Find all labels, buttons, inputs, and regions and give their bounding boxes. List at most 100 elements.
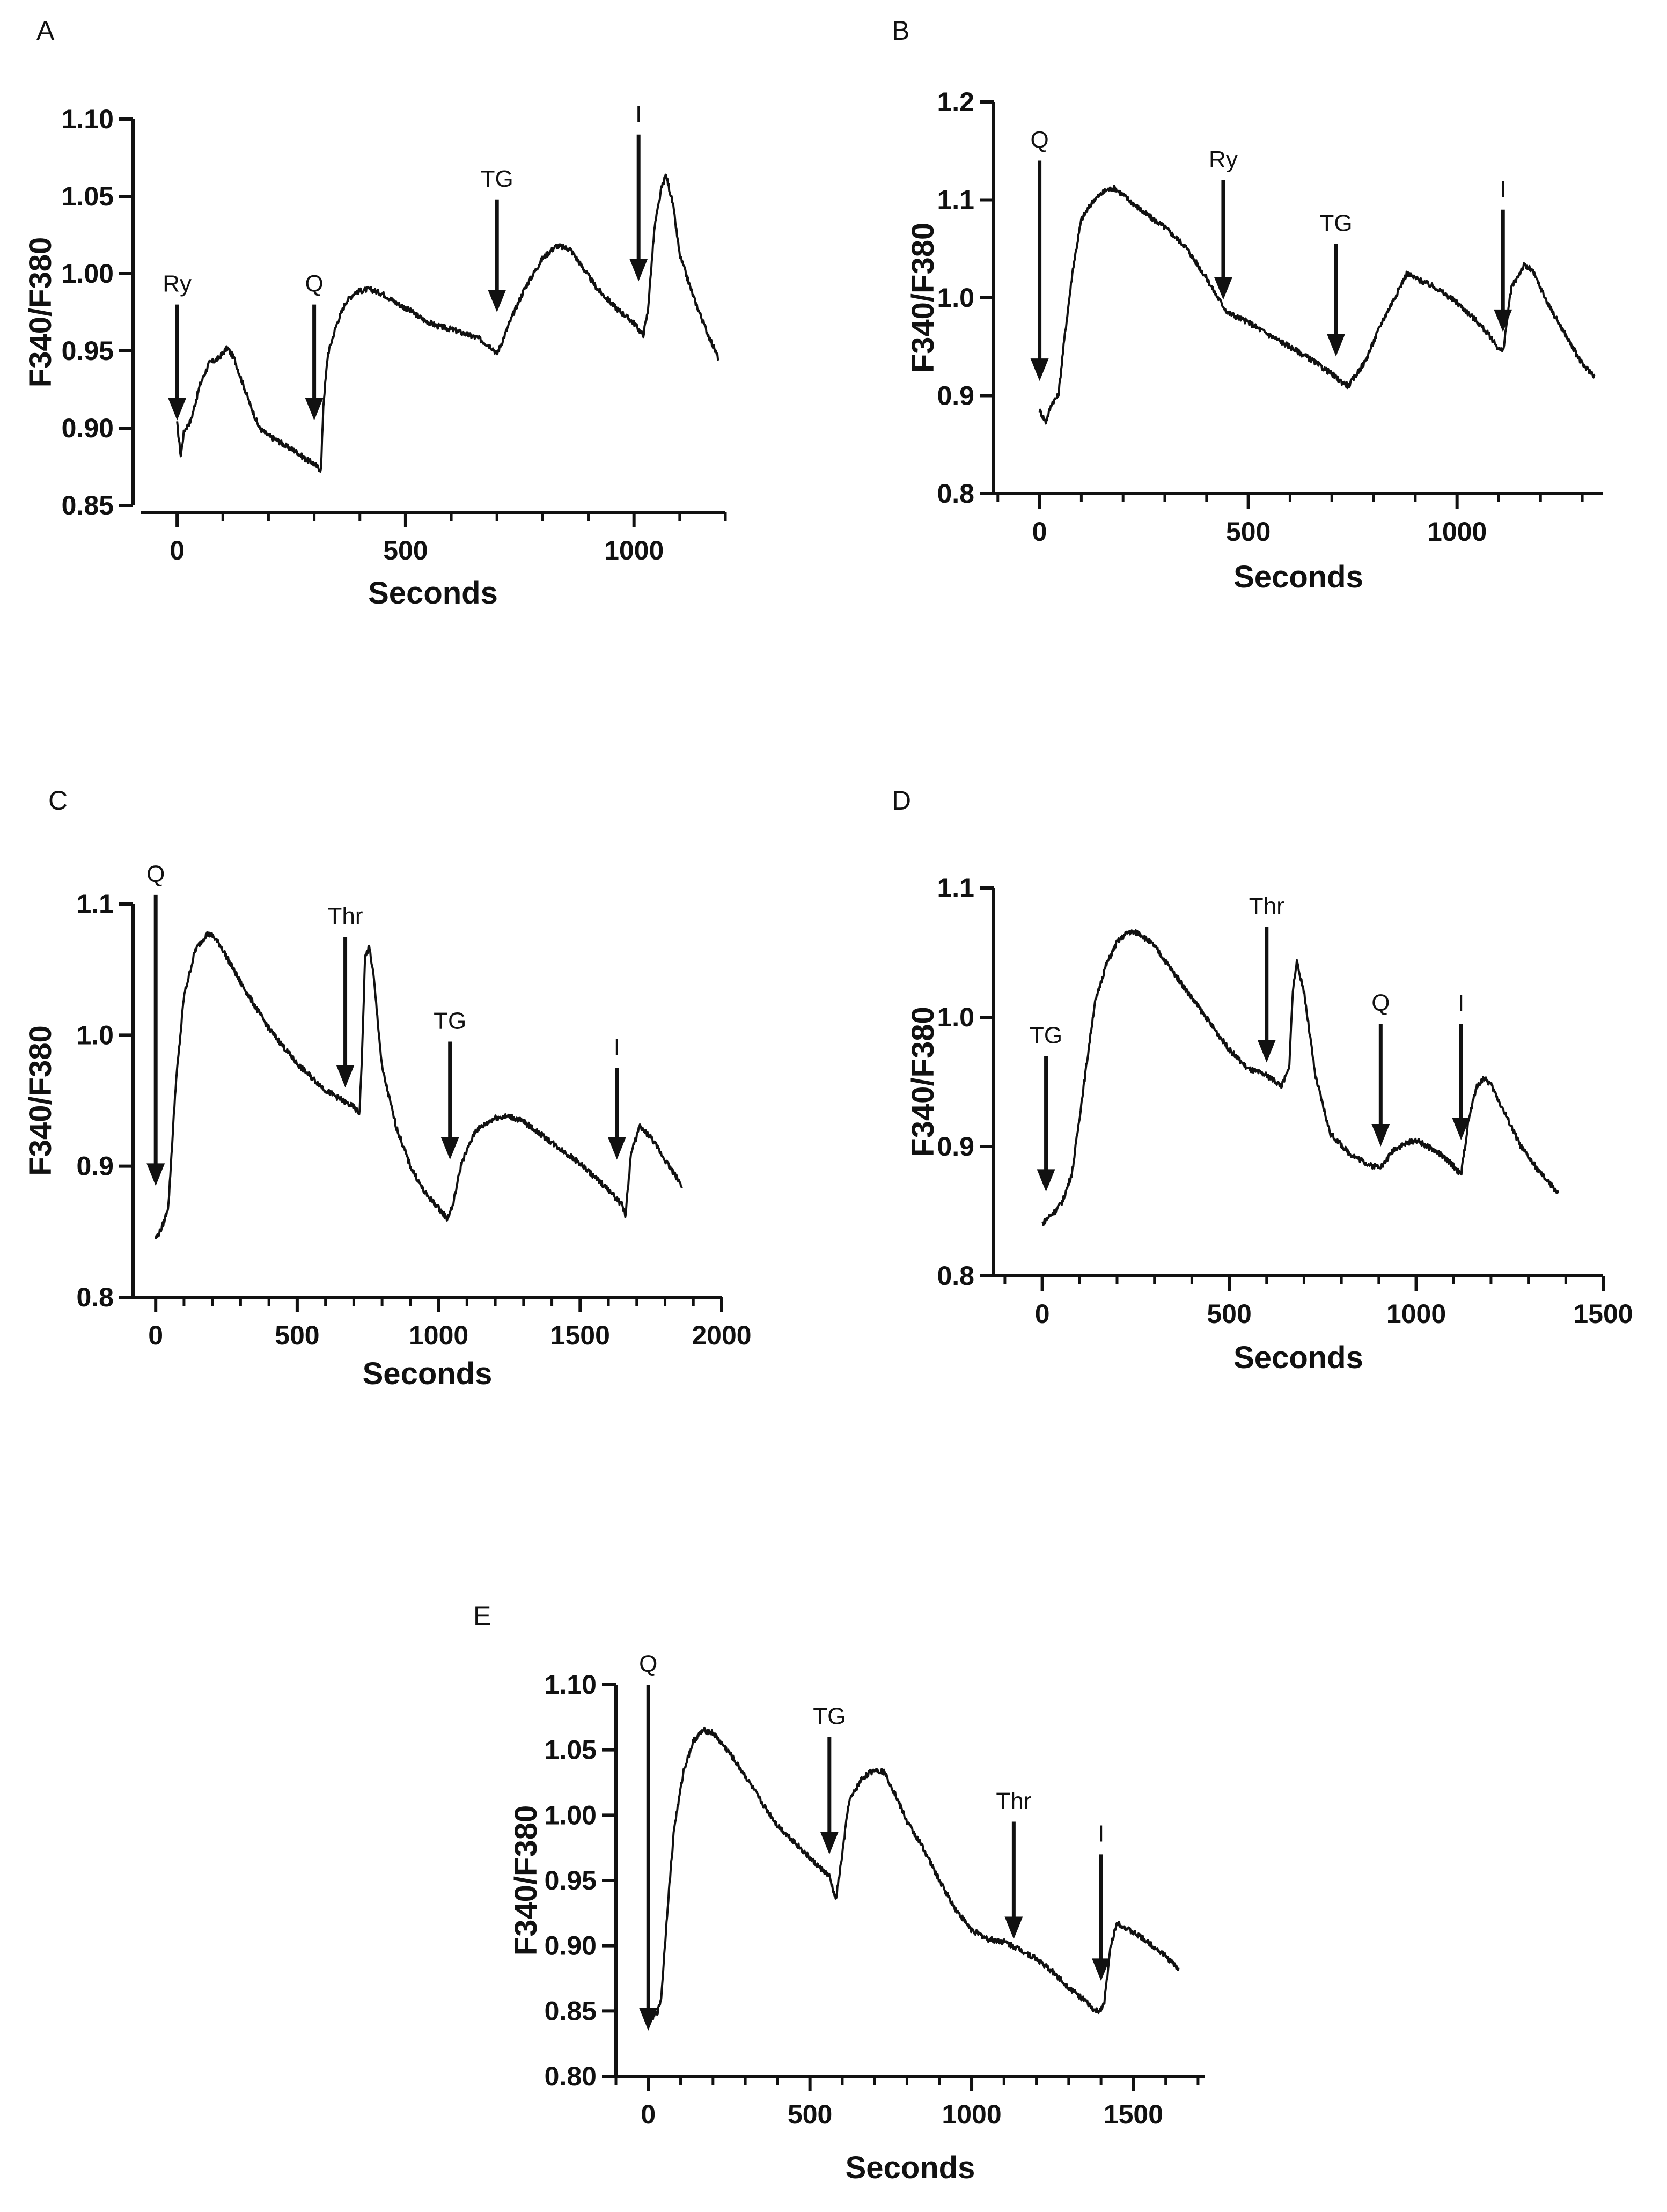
y-tick-label: 0.8 (76, 1282, 114, 1312)
x-tick-label: 500 (275, 1320, 319, 1350)
annotation-label: I (635, 101, 642, 127)
x-tick-label: 0 (641, 2099, 656, 2129)
annotation-arrow-head (1030, 358, 1049, 381)
x-tick-label: 0 (1032, 517, 1047, 547)
panel-label: E (473, 1601, 491, 1631)
y-tick-label: 1.10 (545, 1670, 597, 1700)
annotation-arrow-head (639, 2008, 658, 2031)
annotation-label: Q (639, 1651, 657, 1677)
y-axis-title: F340/F380 (23, 1025, 58, 1176)
series-line (176, 173, 719, 473)
chart-group: 0.8 0.9 1.0 1.1 0 500 1000 1500 2000 Seconds F340/… (23, 861, 752, 1391)
y-tick-label: 0.8 (937, 479, 974, 509)
chart-group: 0.8 0.9 1.0 1.1 0 500 1000 1500 Seconds F340/F380… (906, 873, 1633, 1375)
x-tick-label: 1500 (1573, 1299, 1633, 1329)
y-tick-label: 0.90 (545, 1931, 597, 1961)
annotation-label: I (1458, 990, 1464, 1016)
annotation-label: Q (1030, 127, 1048, 153)
annotation-arrow-head (440, 1137, 459, 1160)
series-line (1041, 929, 1560, 1226)
annotation-label: Q (146, 861, 165, 887)
y-tick-label: 1.2 (937, 87, 974, 117)
x-tick-label: 500 (1226, 517, 1271, 547)
annotation-label: I (1098, 1820, 1104, 1847)
x-tick-label: 500 (788, 2099, 832, 2129)
y-tick-label: 0.9 (76, 1151, 114, 1181)
y-tick-label: 1.0 (76, 1020, 114, 1050)
annotation-label: Thr (1249, 893, 1284, 919)
x-tick-label: 2000 (692, 1320, 751, 1350)
x-tick-label: 500 (1207, 1299, 1251, 1329)
x-axis-title: Seconds (368, 576, 498, 611)
annotation-label: TG (1319, 210, 1352, 237)
annotation-label: Ry (163, 271, 192, 297)
y-tick-label: 0.95 (62, 336, 114, 366)
y-tick-label: 0.9 (937, 381, 974, 411)
y-axis-title: F340/F380 (906, 223, 941, 373)
annotation-arrow-head (1327, 334, 1346, 357)
y-tick-label: 0.80 (545, 2061, 597, 2091)
y-axis-title: F340/F380 (509, 1805, 544, 1956)
annotation-arrow-head (1092, 1958, 1111, 1981)
series-line (155, 931, 683, 1239)
annotation-arrow-head (1214, 277, 1232, 300)
annotation-arrow-head (168, 398, 187, 421)
y-axis-title: F340/F380 (23, 237, 58, 388)
y-tick-label: 0.95 (545, 1865, 597, 1895)
x-tick-label: 1000 (1427, 517, 1487, 547)
y-tick-label: 0.85 (62, 490, 114, 520)
annotation-arrow-head (305, 398, 324, 421)
chart-group: 0.85 0.90 0.95 1.00 1.05 1.10 0 500 1000 Seconds F… (23, 101, 727, 611)
x-axis-title: Seconds (1233, 560, 1363, 594)
annotation-label: TG (481, 166, 513, 192)
panel-label: D (892, 785, 912, 815)
annotation-label: Ry (1209, 146, 1238, 173)
annotation-label: TG (434, 1008, 466, 1034)
x-tick-label: 1000 (604, 535, 664, 565)
annotation-arrow-head (820, 1832, 839, 1855)
y-tick-label: 1.00 (62, 259, 114, 289)
chart-group: 0.80 0.85 0.90 0.95 1.00 1.05 1.10 0 500 1000 1500… (509, 1651, 1205, 2185)
annotation-label: I (614, 1034, 620, 1060)
annotation-arrow-head (1494, 309, 1512, 332)
x-tick-label: 0 (148, 1320, 163, 1350)
x-tick-label: 0 (170, 535, 185, 565)
y-tick-label: 1.05 (545, 1735, 597, 1765)
series-line (1038, 185, 1596, 425)
annotation-arrow-head (146, 1163, 165, 1186)
x-tick-label: 1500 (550, 1320, 610, 1350)
annotation-label: Thr (328, 903, 363, 929)
y-tick-label: 0.85 (545, 1996, 597, 2026)
y-tick-label: 1.0 (937, 1002, 974, 1032)
annotation-label: TG (1030, 1022, 1062, 1048)
annotation-arrow-head (1004, 1916, 1023, 1939)
y-tick-label: 0.8 (937, 1261, 974, 1291)
panel-label: A (36, 16, 55, 46)
x-tick-label: 500 (383, 535, 428, 565)
y-tick-label: 1.1 (937, 185, 974, 215)
annotation-arrow-head (336, 1065, 355, 1088)
x-tick-label: 1500 (1104, 2099, 1163, 2129)
x-tick-label: 1000 (1386, 1299, 1446, 1329)
annotation-label: TG (813, 1703, 846, 1729)
y-tick-label: 1.10 (62, 104, 114, 134)
annotation-label: Thr (996, 1788, 1031, 1814)
x-tick-label: 1000 (942, 2099, 1001, 2129)
annotation-arrow-head (1371, 1124, 1390, 1147)
annotation-label: I (1500, 176, 1506, 202)
x-axis-title: Seconds (363, 1356, 493, 1391)
annotation-label: Q (1371, 990, 1390, 1016)
y-tick-label: 0.90 (62, 413, 114, 443)
series-line (647, 1726, 1180, 2024)
y-axis-title: F340/F380 (906, 1006, 941, 1157)
annotation-arrow-head (1257, 1040, 1276, 1063)
annotation-arrow-head (1037, 1169, 1055, 1192)
annotation-arrow-head (629, 259, 648, 282)
chart-group: 0.8 0.9 1.0 1.1 1.2 0 500 1000 Seconds F340/F380 Q… (906, 87, 1603, 594)
y-tick-label: 1.1 (76, 889, 114, 919)
y-tick-label: 1.0 (937, 283, 974, 313)
x-axis-title: Seconds (846, 2150, 975, 2185)
